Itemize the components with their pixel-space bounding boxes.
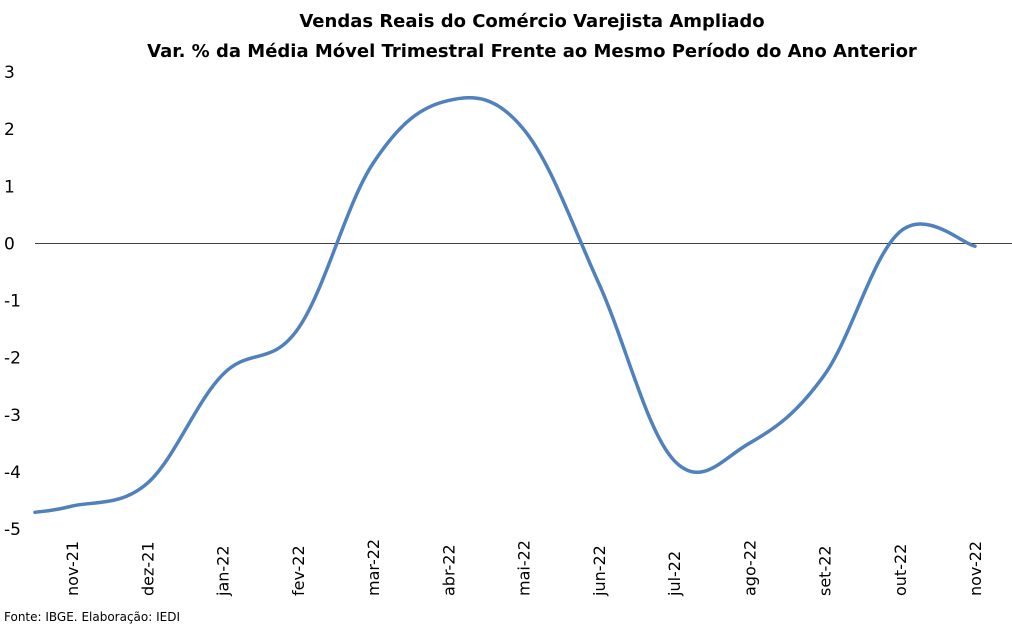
- x-axis-ticks: nov-21 dez-21 jan-22 fev-22 mar-22 abr-22 mai-…: [63, 539, 985, 597]
- y-tick-label: -5: [4, 520, 21, 540]
- series-layer: [33, 96, 977, 515]
- x-tick-label: mar-22: [364, 539, 383, 596]
- x-tick-label: ago-22: [740, 540, 759, 596]
- x-tick-label: set-22: [816, 545, 835, 596]
- source-note: Fonte: IBGE. Elaboração: IEDI: [4, 610, 180, 624]
- x-tick-label: jun-22: [590, 545, 609, 597]
- x-tick-label: abr-22: [439, 544, 458, 596]
- x-tick-label: jul-22: [665, 551, 684, 597]
- y-tick-label: -1: [4, 292, 21, 312]
- y-tick-label: 1: [4, 177, 15, 197]
- y-tick-label: 2: [4, 120, 15, 140]
- x-tick-label: nov-21: [63, 541, 82, 596]
- x-tick-label: mai-22: [515, 540, 534, 596]
- y-axis-ticks: 3 2 1 0 -1 -2 -3 -4 -5: [4, 63, 21, 540]
- chart-subtitle: Var. % da Média Móvel Trimestral Frente …: [147, 41, 917, 62]
- x-tick-label: fev-22: [289, 545, 308, 596]
- x-tick-label: out-22: [891, 544, 910, 596]
- x-tick-label: jan-22: [214, 545, 233, 597]
- chart-title: Vendas Reais do Comércio Varejista Ampli…: [299, 11, 764, 32]
- y-tick-label: -4: [4, 463, 21, 483]
- y-tick-label: 3: [4, 63, 15, 83]
- y-tick-label: -2: [4, 349, 21, 369]
- y-tick-label: -3: [4, 406, 21, 426]
- x-tick-label: dez-21: [138, 541, 157, 596]
- series-line: [33, 96, 977, 515]
- x-tick-label: nov-22: [966, 541, 985, 596]
- y-tick-label: 0: [4, 234, 15, 254]
